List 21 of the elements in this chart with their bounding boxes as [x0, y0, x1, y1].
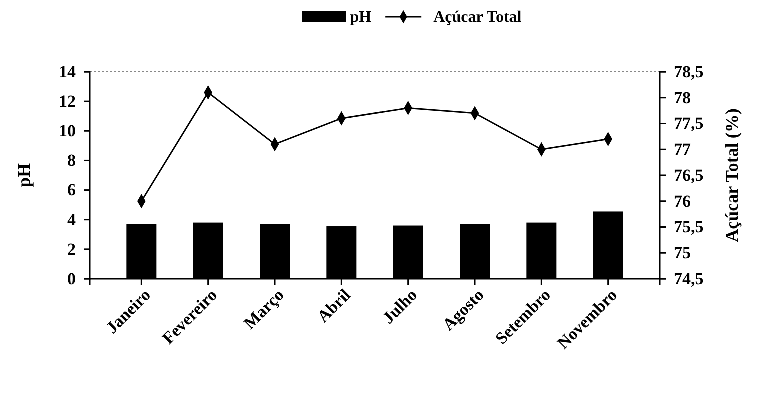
y2-tick-label: 78,5: [674, 62, 704, 82]
y-tick-label: 2: [68, 240, 76, 259]
legend-label: Açúcar Total: [434, 9, 522, 26]
y-tick-label: 14: [59, 62, 76, 82]
legend-label: pH: [350, 9, 372, 26]
y2-axis-title: Açúcar Total (%): [722, 108, 742, 242]
y2-tick-label: 77,5: [674, 114, 704, 134]
y2-tick-label: 76: [674, 192, 691, 211]
y2-tick-label: 75,5: [674, 218, 704, 237]
y-tick-label: 4: [68, 210, 76, 230]
y2-tick-label: 76,5: [674, 166, 704, 185]
y2-tick-label: 78: [674, 88, 691, 108]
y-tick-label: 10: [59, 122, 76, 141]
y-tick-label: 8: [68, 151, 76, 170]
y-tick-label: 12: [59, 92, 76, 112]
y-tick-label: 0: [68, 269, 76, 288]
y2-tick-label: 77: [674, 140, 692, 160]
y-tick-label: 6: [68, 180, 76, 200]
y2-tick-label: 74,5: [674, 269, 704, 288]
y2-tick-label: 75: [674, 244, 691, 263]
y-axis-title: pH: [14, 163, 34, 188]
